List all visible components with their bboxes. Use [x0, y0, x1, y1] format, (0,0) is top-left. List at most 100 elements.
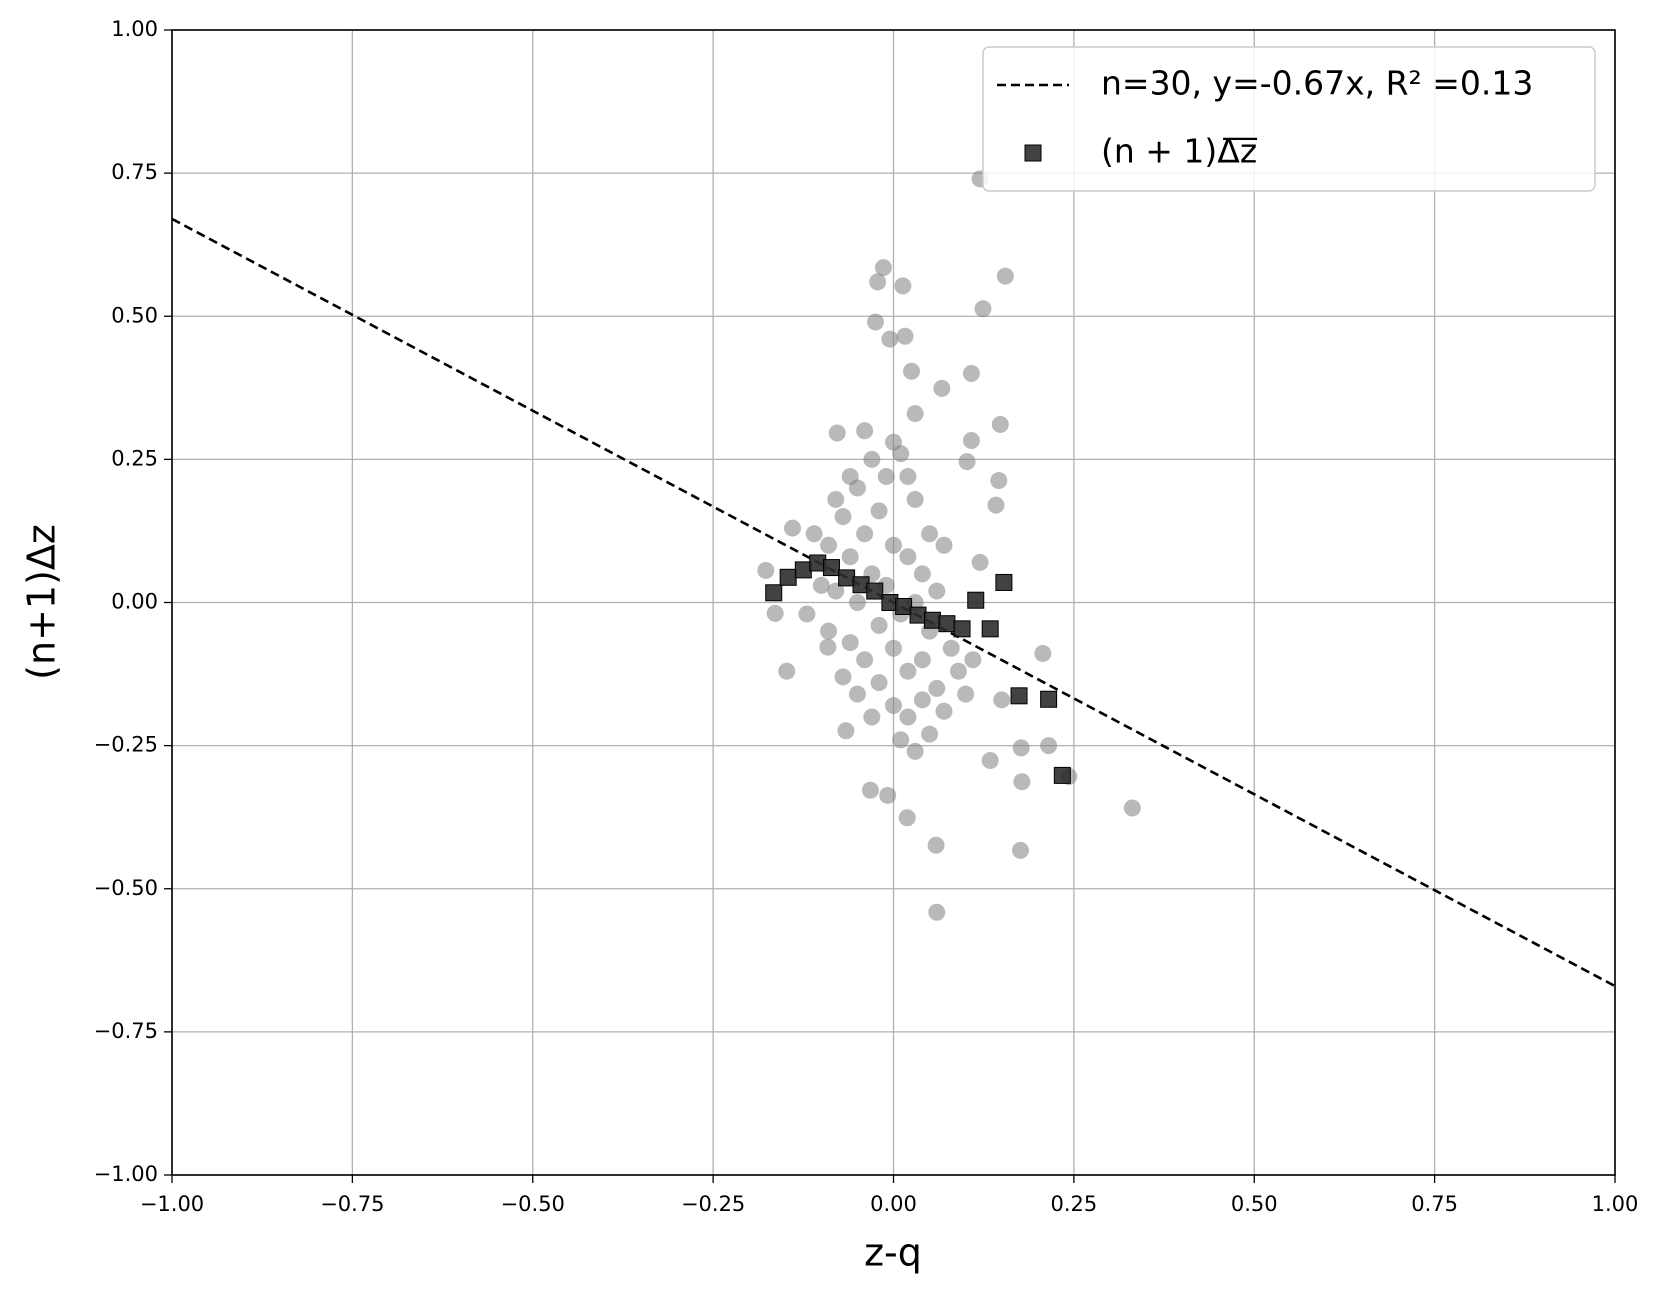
- x-tick-label: −0.25: [681, 1192, 745, 1216]
- mean-square: [1053, 766, 1071, 784]
- scatter-point: [903, 362, 921, 380]
- scatter-point: [841, 548, 859, 566]
- scatter-point: [942, 639, 960, 657]
- scatter-point: [856, 525, 874, 543]
- scatter-point: [877, 468, 895, 486]
- scatter-point: [899, 708, 917, 726]
- scatter-point: [906, 490, 924, 508]
- scatter-point: [879, 786, 897, 804]
- scatter-point: [935, 702, 953, 720]
- scatter-point: [778, 662, 796, 680]
- scatter-point: [1040, 737, 1058, 755]
- legend-square: [1024, 144, 1042, 162]
- scatter-point: [928, 679, 946, 697]
- scatter-point: [848, 685, 866, 703]
- x-tick-label: 0.75: [1411, 1192, 1458, 1216]
- scatter-point: [869, 273, 887, 291]
- scatter-point: [783, 519, 801, 537]
- mean-square: [967, 591, 985, 609]
- scatter-point: [757, 561, 775, 579]
- scatter-point: [894, 277, 912, 295]
- scatter-point: [913, 565, 931, 583]
- scatter-point: [896, 327, 914, 345]
- scatter-point: [841, 468, 859, 486]
- mean-square: [923, 611, 941, 629]
- scatter-point: [971, 553, 989, 571]
- mean-square: [779, 568, 797, 586]
- scatter-point: [870, 502, 888, 520]
- scatter-point: [892, 731, 910, 749]
- scatter-point: [928, 582, 946, 600]
- scatter-point: [990, 472, 1008, 490]
- scatter-point: [913, 651, 931, 669]
- scatter-point: [964, 651, 982, 669]
- scatter-point: [906, 742, 924, 760]
- scatter-point: [837, 722, 855, 740]
- scatter-point: [870, 616, 888, 634]
- mean-square: [895, 598, 913, 616]
- legend: n=30, y=-0.67x, R² =0.13 (n + 1)Δ̅z̅: [982, 46, 1596, 192]
- scatter-point: [834, 508, 852, 526]
- scatter-point: [870, 674, 888, 692]
- mean-square: [909, 606, 927, 624]
- scatter-point: [949, 662, 967, 680]
- scatter-point: [874, 259, 892, 277]
- scatter-point: [974, 300, 992, 318]
- scatter-point: [841, 634, 859, 652]
- scatter-point: [866, 313, 884, 331]
- scatter-point: [885, 697, 902, 715]
- mean-square: [981, 620, 999, 638]
- y-tick-label: −0.75: [94, 1019, 158, 1043]
- y-tick-label: 1.00: [111, 17, 158, 41]
- mean-square: [995, 573, 1013, 591]
- x-tick-label: 0.50: [1231, 1192, 1278, 1216]
- mean-square: [1010, 687, 1028, 705]
- scatter-point: [958, 453, 976, 471]
- scatter-point: [993, 691, 1011, 709]
- y-axis-label: (n+1)Δz: [20, 524, 64, 680]
- scatter-point: [962, 365, 980, 382]
- mean-square: [938, 615, 956, 633]
- scatter-point: [820, 536, 838, 554]
- y-tick-label: 0.00: [111, 590, 158, 614]
- x-tick-label: 1.00: [1592, 1192, 1639, 1216]
- scatter-point: [1123, 799, 1141, 817]
- scatter-point: [1012, 739, 1030, 757]
- scatter-point: [812, 576, 830, 594]
- scatter-point: [885, 433, 902, 451]
- scatter-point: [899, 468, 917, 486]
- y-tick-label: −0.50: [94, 876, 158, 900]
- scatter-point: [906, 405, 924, 423]
- mean-square: [838, 569, 856, 587]
- x-tick-label: −0.50: [501, 1192, 565, 1216]
- x-tick-label: −0.75: [320, 1192, 384, 1216]
- scatter-point: [962, 431, 980, 449]
- scatter-point: [1034, 644, 1052, 662]
- scatter-point: [981, 752, 999, 770]
- y-tick-label: 0.75: [111, 160, 158, 184]
- scatter-point: [899, 548, 917, 566]
- scatter-point: [933, 379, 951, 397]
- scatter-point: [834, 668, 852, 686]
- scatter-point: [996, 267, 1014, 285]
- scatter-point: [856, 422, 874, 440]
- scatter-point: [861, 781, 879, 799]
- scatter-point: [885, 639, 902, 657]
- mean-square: [822, 559, 840, 577]
- scatter-point: [848, 594, 866, 611]
- scatter-point: [921, 525, 939, 543]
- scatter-point: [798, 605, 816, 623]
- plot-area: [172, 170, 1615, 988]
- mean-square: [1040, 690, 1058, 708]
- mean-square: [794, 561, 812, 579]
- scatter-point: [766, 604, 784, 622]
- scatter-point: [856, 651, 874, 669]
- y-tick-label: 0.50: [111, 303, 158, 327]
- scatter-point: [1011, 841, 1029, 859]
- x-tick-label: 0.25: [1050, 1192, 1097, 1216]
- scatter-point: [820, 622, 838, 640]
- y-tick-label: −0.25: [94, 733, 158, 757]
- scatter-point: [899, 662, 917, 680]
- scatter-point: [827, 582, 845, 600]
- scatter-point: [987, 496, 1005, 514]
